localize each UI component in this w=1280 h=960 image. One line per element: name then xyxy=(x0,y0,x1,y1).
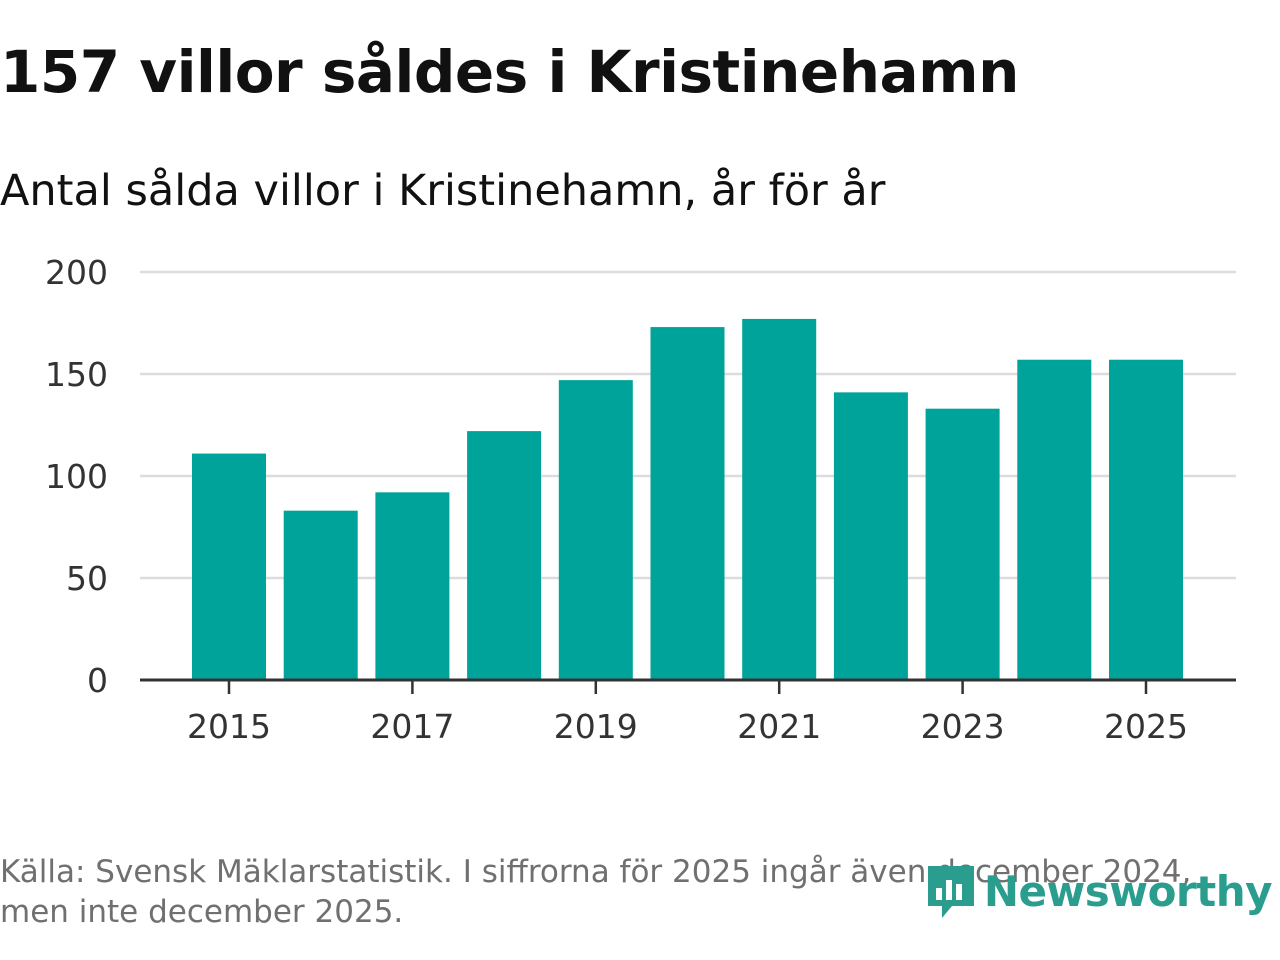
bar-2016 xyxy=(283,510,358,680)
x-axis xyxy=(140,678,1236,694)
bar-2025 xyxy=(1109,359,1183,680)
y-tick-label: 50 xyxy=(66,559,108,598)
chart-title: 157 villor såldes i Kristinehamn xyxy=(0,38,1019,106)
bar-2023 xyxy=(925,408,1000,680)
chart-subtitle: Antal sålda villor i Kristinehamn, år fö… xyxy=(0,166,886,216)
bar-2017 xyxy=(375,492,450,680)
source-note: Källa: Svensk Mäklarstatistik. I siffror… xyxy=(0,854,1192,930)
bar-2020 xyxy=(650,327,725,680)
logo-text: Newsworthy xyxy=(983,866,1273,916)
x-tick-label: 2023 xyxy=(921,707,1005,746)
x-tick-label: 2019 xyxy=(554,707,638,746)
newsworthy-logo-icon xyxy=(927,866,974,918)
x-tick-label: 2017 xyxy=(370,707,454,746)
bar-2024 xyxy=(1017,359,1092,680)
y-tick-label: 100 xyxy=(45,457,108,496)
bar-2018 xyxy=(467,431,542,680)
x-tick-labels: 2015 2017 2019 2021 2023 2025 xyxy=(187,707,1188,746)
y-tick-labels: 0 50 100 150 200 xyxy=(45,253,108,700)
bars xyxy=(192,318,1183,680)
bar-2019 xyxy=(558,380,633,680)
bar-2015 xyxy=(192,453,266,680)
x-tick-label: 2025 xyxy=(1104,707,1188,746)
y-tick-label: 150 xyxy=(45,355,108,394)
newsworthy-logo[interactable]: Newsworthy xyxy=(924,862,1273,920)
x-tick-label: 2015 xyxy=(187,707,271,746)
bar-2021 xyxy=(742,318,817,680)
y-tick-label: 0 xyxy=(87,661,108,700)
bar-2022 xyxy=(833,392,908,680)
y-tick-label: 200 xyxy=(45,253,108,292)
x-tick-label: 2021 xyxy=(737,707,821,746)
